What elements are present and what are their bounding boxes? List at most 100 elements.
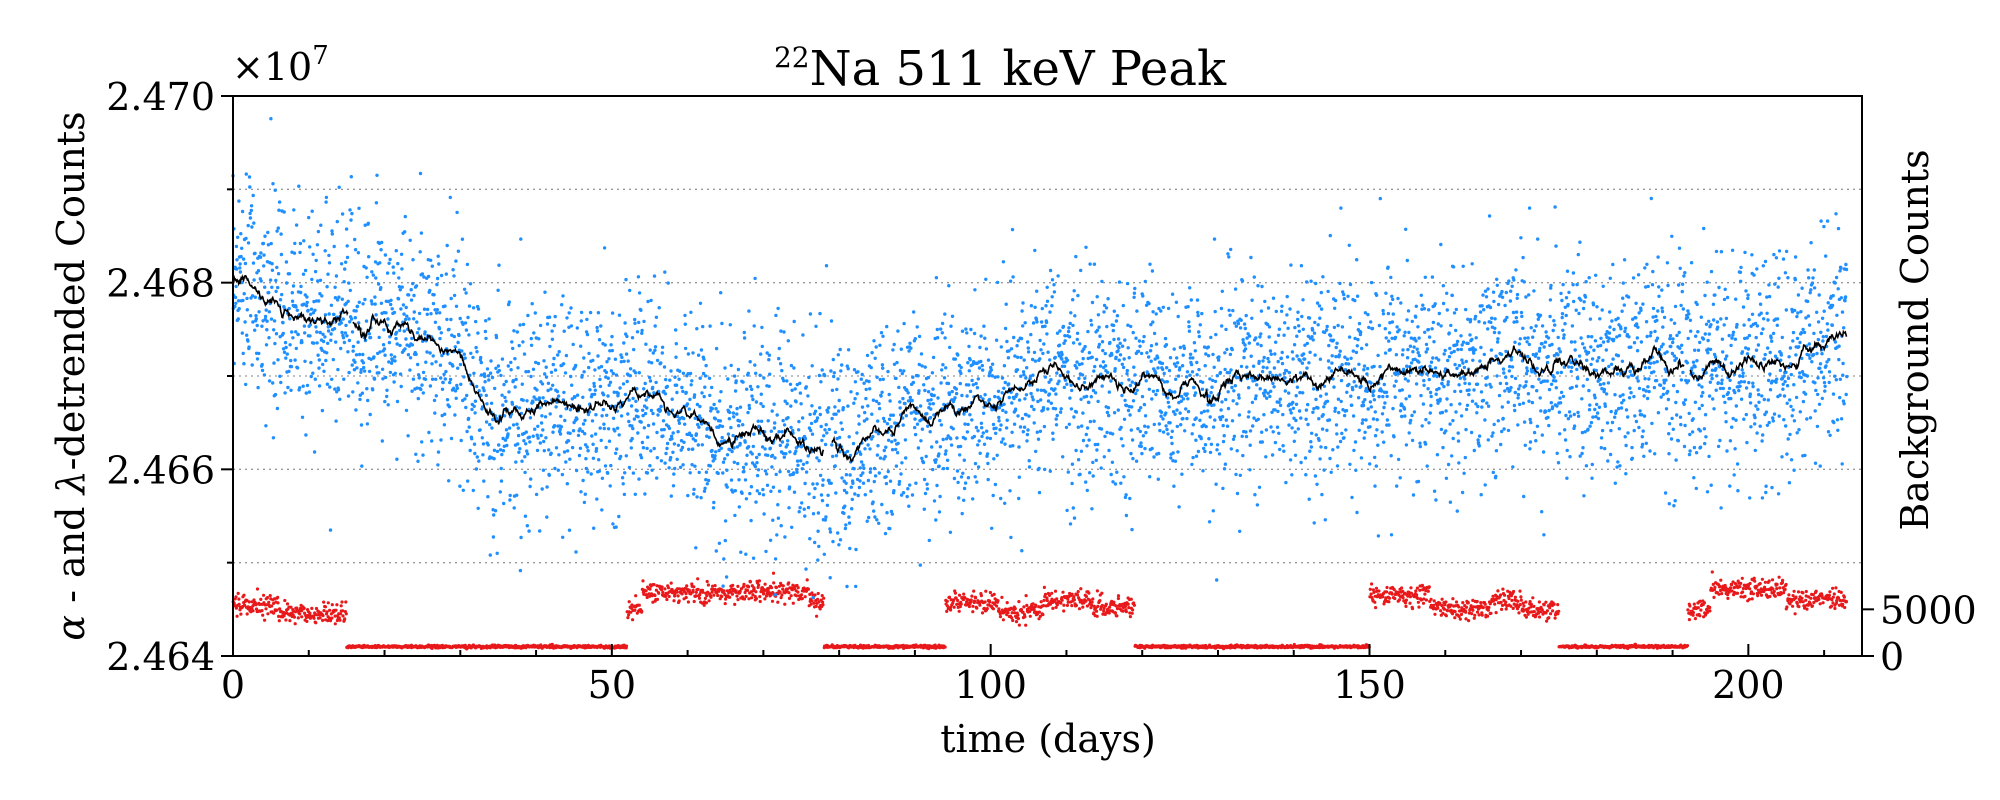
detrended-point: [380, 439, 384, 443]
background-point: [1529, 602, 1533, 607]
detrended-point: [786, 416, 790, 420]
background-point: [1712, 595, 1716, 600]
background-point: [706, 583, 711, 587]
detrended-point: [306, 308, 310, 313]
detrended-point: [786, 439, 790, 443]
detrended-point: [274, 278, 278, 283]
detrended-point: [525, 399, 529, 403]
detrended-point: [513, 357, 517, 361]
detrended-point: [669, 369, 673, 373]
detrended-point: [818, 406, 822, 410]
detrended-point: [823, 373, 827, 378]
background-point: [1829, 604, 1834, 608]
detrended-point: [603, 343, 607, 347]
detrended-point: [595, 497, 599, 501]
detrended-point: [246, 339, 250, 343]
detrended-point: [846, 404, 850, 408]
background-point: [1445, 609, 1450, 613]
background-point: [988, 590, 993, 595]
detrended-point: [367, 369, 372, 374]
detrended-point: [548, 344, 552, 349]
detrended-point: [421, 391, 425, 395]
detrended-point: [513, 385, 517, 389]
background-point: [698, 593, 702, 597]
background-point: [705, 579, 709, 584]
detrended-point: [763, 469, 768, 473]
detrended-point: [654, 315, 659, 319]
detrended-point: [842, 511, 846, 515]
detrended-point: [815, 482, 819, 486]
detrended-point: [280, 292, 284, 297]
detrended-point: [316, 229, 321, 234]
background-point: [1841, 602, 1845, 607]
detrended-point: [274, 332, 279, 336]
background-point: [1499, 593, 1503, 597]
detrended-point: [353, 316, 357, 320]
background-point: [1072, 598, 1076, 602]
detrended-point: [348, 208, 352, 212]
detrended-point: [269, 117, 273, 121]
detrended-point: [776, 306, 780, 311]
detrended-point: [342, 340, 347, 345]
detrended-point: [515, 330, 519, 334]
background-point: [1001, 618, 1006, 622]
detrended-point: [813, 486, 817, 491]
background-point: [1121, 609, 1125, 613]
detrended-point: [542, 359, 546, 363]
detrended-point: [439, 273, 444, 278]
detrended-point: [392, 271, 396, 275]
background-point: [1773, 594, 1777, 598]
background-point: [1104, 602, 1108, 606]
detrended-point: [616, 391, 620, 396]
background-point: [1132, 603, 1136, 607]
detrended-point: [443, 412, 447, 416]
detrended-point: [349, 175, 353, 179]
background-point: [1730, 583, 1734, 587]
background-point: [1429, 597, 1433, 601]
background-point: [1404, 604, 1408, 609]
detrended-point: [604, 370, 609, 375]
detrended-point: [683, 346, 688, 351]
detrended-point: [544, 375, 549, 379]
detrended-point: [578, 446, 583, 450]
detrended-point: [671, 450, 675, 454]
detrended-point: [854, 584, 858, 589]
detrended-point: [786, 469, 791, 474]
detrended-point: [505, 443, 509, 448]
detrended-point: [448, 377, 453, 382]
background-point: [1532, 610, 1536, 614]
detrended-point: [725, 485, 729, 489]
detrended-point: [713, 457, 717, 461]
detrended-point: [552, 424, 557, 428]
detrended-point: [822, 434, 826, 438]
detrended-point: [349, 218, 353, 222]
detrended-point: [477, 459, 481, 463]
background-point: [302, 606, 306, 610]
background-point: [984, 589, 988, 593]
detrended-point: [488, 553, 492, 557]
detrended-point: [330, 377, 334, 381]
detrended-point: [435, 308, 439, 312]
detrended-point: [747, 406, 752, 411]
background-point: [1387, 600, 1391, 604]
detrended-point: [455, 383, 459, 388]
background-point: [756, 585, 760, 590]
detrended-point: [378, 261, 382, 265]
background-point: [1369, 592, 1373, 596]
detrended-point: [452, 334, 456, 339]
detrended-point: [406, 353, 411, 357]
background-point: [328, 608, 332, 612]
detrended-point: [575, 393, 580, 397]
background-point: [1475, 599, 1479, 604]
detrended-point: [478, 428, 482, 432]
detrended-point: [695, 327, 699, 331]
detrended-point: [551, 430, 555, 434]
detrended-point: [383, 353, 387, 357]
detrended-point: [617, 433, 621, 437]
background-point: [1414, 589, 1418, 593]
background-point: [1454, 600, 1459, 604]
detrended-point: [598, 426, 602, 430]
detrended-point: [804, 470, 809, 474]
background-point: [338, 612, 343, 616]
background-point: [237, 597, 241, 601]
